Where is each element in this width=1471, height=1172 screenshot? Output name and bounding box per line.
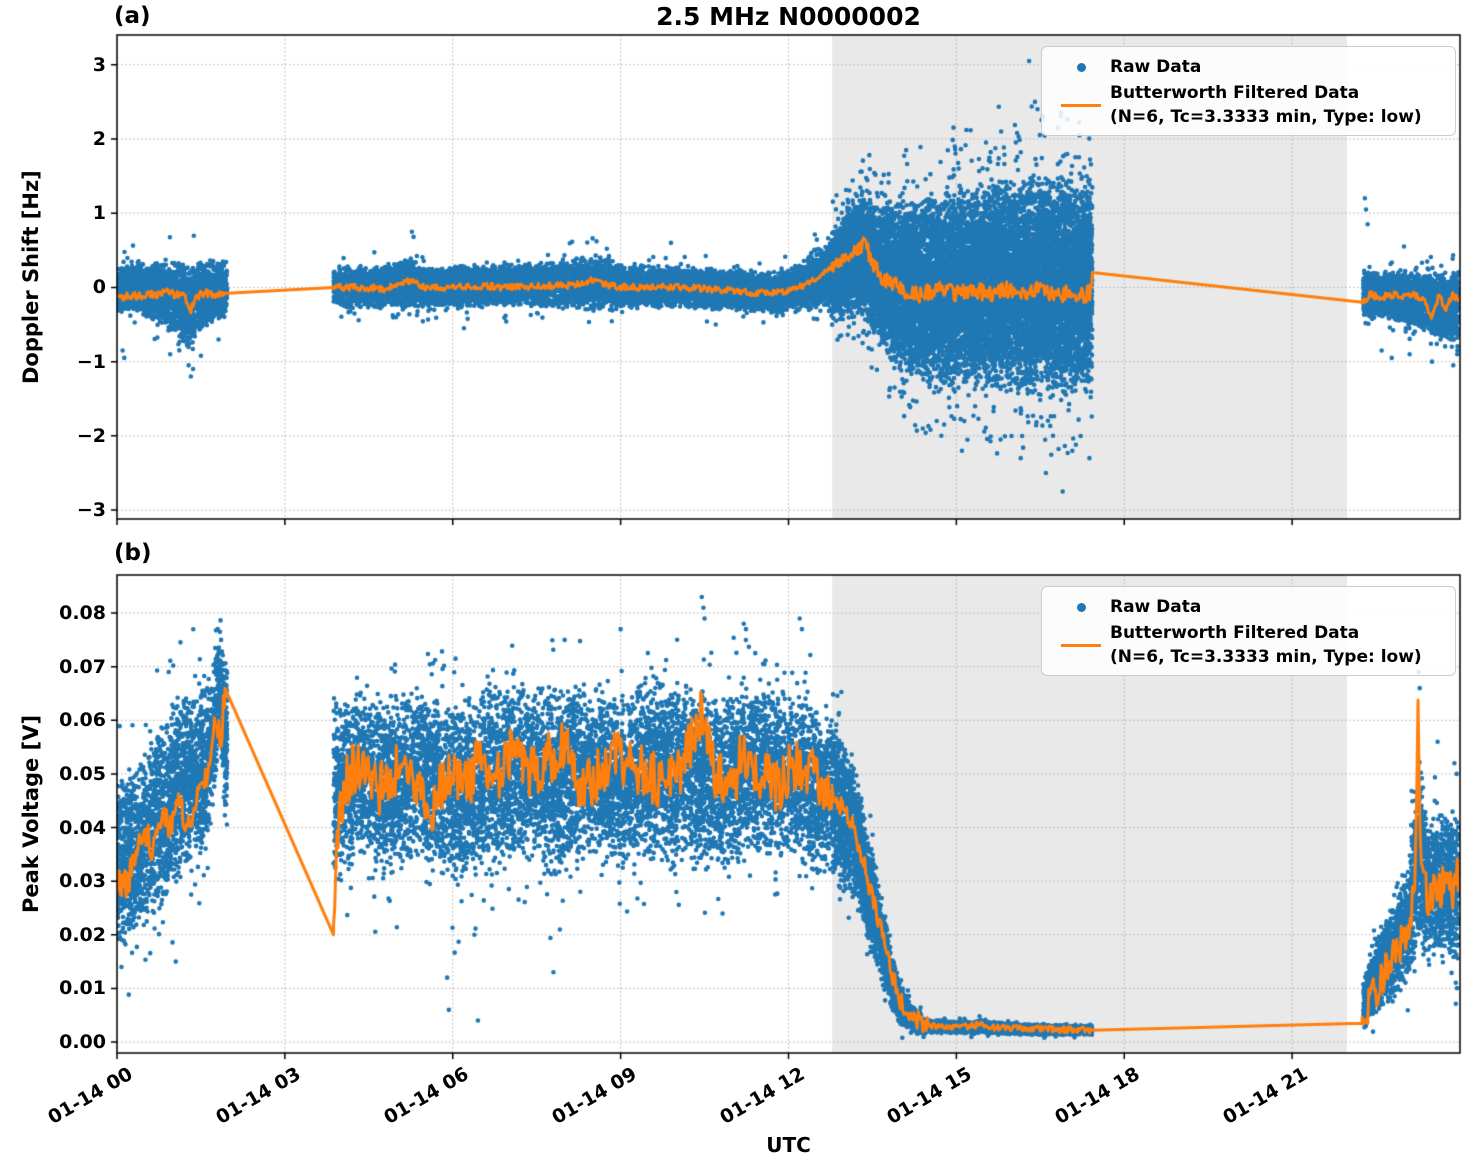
filtered-line-marker-icon bbox=[1052, 643, 1110, 647]
panel-a-label: (a) bbox=[114, 3, 151, 29]
y-tick-label-b: 0.08 bbox=[59, 602, 106, 625]
legend-filtered-row: Butterworth Filtered Data (N=6, Tc=3.333… bbox=[1052, 621, 1445, 669]
legend-raw-label: Raw Data bbox=[1110, 57, 1202, 77]
legend-raw-row: Raw Data bbox=[1052, 53, 1445, 81]
legend-raw-row: Raw Data bbox=[1052, 593, 1445, 621]
y-tick-label-b: 0.06 bbox=[59, 709, 106, 732]
y-tick-label-b: 0.07 bbox=[59, 655, 106, 678]
legend-raw-label: Raw Data bbox=[1110, 597, 1202, 617]
y-tick-label-a: 3 bbox=[92, 53, 106, 76]
y-tick-label-b: 0.01 bbox=[59, 977, 106, 1000]
raw-data-marker-icon bbox=[1052, 602, 1110, 612]
y-tick-label-a: 2 bbox=[92, 127, 106, 150]
scatter-dot-icon bbox=[1076, 602, 1086, 612]
y-tick-label-b: 0.00 bbox=[59, 1031, 106, 1053]
page-title: 2.5 MHz N0000002 bbox=[656, 2, 921, 31]
line-icon bbox=[1061, 103, 1101, 107]
legend-filtered-sublabel: (N=6, Tc=3.3333 min, Type: low) bbox=[1110, 647, 1422, 667]
scatter-dot-icon bbox=[1076, 62, 1086, 72]
filtered-line-marker-icon bbox=[1052, 103, 1110, 107]
y-tick-label-b: 0.03 bbox=[59, 870, 106, 893]
panel-b-label: (b) bbox=[114, 540, 152, 566]
x-axis-label: UTC bbox=[766, 1133, 811, 1157]
y-tick-label-b: 0.04 bbox=[59, 816, 106, 839]
legend-filtered-label: Butterworth Filtered Data bbox=[1110, 83, 1360, 103]
legend-b: Raw Data Butterworth Filtered Data (N=6,… bbox=[1041, 586, 1456, 676]
y-tick-label-a: −1 bbox=[76, 350, 106, 373]
y-tick-label-a: −3 bbox=[76, 499, 106, 522]
y-tick-label-b: 0.02 bbox=[59, 923, 106, 946]
legend-filtered-row: Butterworth Filtered Data (N=6, Tc=3.333… bbox=[1052, 81, 1445, 129]
legend-filtered-label: Butterworth Filtered Data bbox=[1110, 623, 1360, 643]
legend-filtered-sublabel: (N=6, Tc=3.3333 min, Type: low) bbox=[1110, 107, 1422, 127]
y-tick-label-a: 0 bbox=[92, 276, 106, 299]
y-tick-label-a: −2 bbox=[76, 424, 106, 447]
line-icon bbox=[1061, 643, 1101, 647]
raw-data-marker-icon bbox=[1052, 62, 1110, 72]
y-tick-label-a: 1 bbox=[92, 202, 106, 225]
legend-a: Raw Data Butterworth Filtered Data (N=6,… bbox=[1041, 46, 1456, 136]
y-tick-label-b: 0.05 bbox=[59, 762, 106, 785]
